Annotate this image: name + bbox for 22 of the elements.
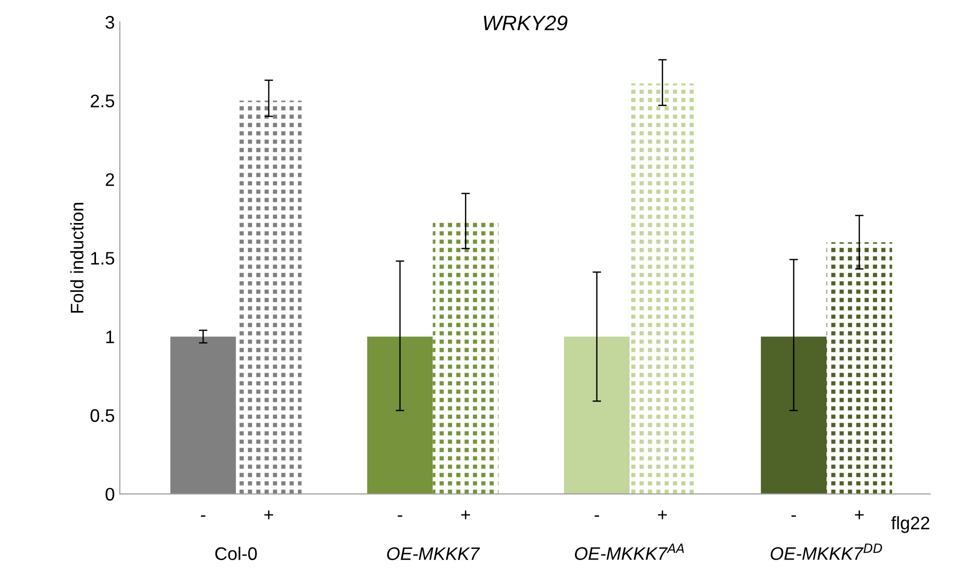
y-axis-title: Fold induction [70, 202, 84, 313]
x-tick-label: + [264, 510, 274, 520]
x-tick-label: - [594, 515, 600, 517]
y-tick-label: 1.5 [91, 252, 114, 265]
chart-title: WRKY29 [484, 16, 568, 30]
x-tick-label: + [461, 510, 470, 520]
x-tick-label: + [854, 510, 864, 520]
y-tick-label: 3 [106, 16, 114, 29]
x-tick-label: - [200, 515, 206, 517]
text: OE-MKKK7$^{DD}$ [770, 544, 882, 560]
y-tick-label: 2 [106, 173, 114, 186]
text: Col-0 [215, 546, 257, 560]
y-tick-label: 0 [106, 488, 114, 501]
y-tick-label: 1 [106, 330, 114, 344]
text: flg22 [891, 516, 930, 533]
y-tick-label: 0.5 [90, 409, 114, 422]
x-tick-label: - [791, 515, 796, 517]
x-tick-label: + [658, 510, 667, 520]
text: OE-MKKK7 [387, 547, 480, 560]
text: OE-MKKK7$^{AA}$ [574, 544, 684, 560]
y-tick-label: 2.5 [90, 94, 114, 108]
x-tick-label: - [398, 515, 402, 517]
